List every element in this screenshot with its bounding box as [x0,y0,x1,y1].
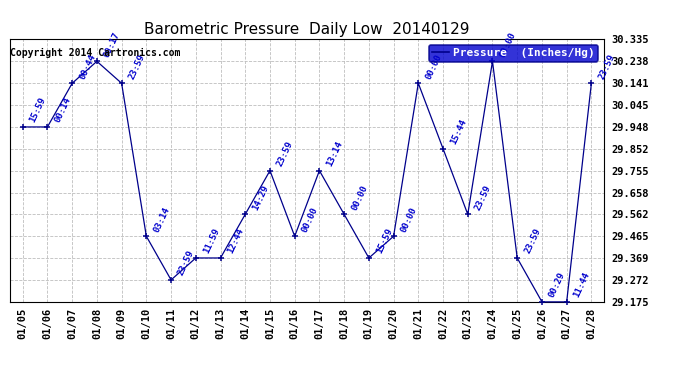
Text: 00:00: 00:00 [300,205,319,234]
Text: 15:59: 15:59 [375,227,394,255]
Text: 00:44: 00:44 [78,53,97,81]
Text: 23:59: 23:59 [597,53,616,81]
Text: 12:44: 12:44 [226,227,246,255]
Text: 00:00: 00:00 [399,205,419,234]
Text: 00:29: 00:29 [547,271,567,299]
Text: 03:14: 03:14 [152,205,171,234]
Text: 15:44: 15:44 [448,118,468,146]
Title: Barometric Pressure  Daily Low  20140129: Barometric Pressure Daily Low 20140129 [144,22,470,37]
Text: 00:14: 00:14 [53,96,72,124]
Text: 23:59: 23:59 [275,140,295,168]
Text: 23:59: 23:59 [127,53,147,81]
Text: 00:00: 00:00 [498,30,518,58]
Text: 23:59: 23:59 [473,183,493,211]
Legend: Pressure  (Inches/Hg): Pressure (Inches/Hg) [428,45,598,62]
Text: Copyright 2014 Cartronics.com: Copyright 2014 Cartronics.com [10,48,181,58]
Text: 11:59: 11:59 [201,227,221,255]
Text: 23:59: 23:59 [523,227,542,255]
Text: 00:00: 00:00 [424,53,444,81]
Text: 14:29: 14:29 [250,183,270,211]
Text: 00:00: 00:00 [350,183,369,211]
Text: 15:59: 15:59 [28,96,48,124]
Text: 11:44: 11:44 [572,271,592,299]
Text: 23:59: 23:59 [177,249,196,277]
Text: 00:17: 00:17 [102,30,122,58]
Text: 13:14: 13:14 [325,140,344,168]
